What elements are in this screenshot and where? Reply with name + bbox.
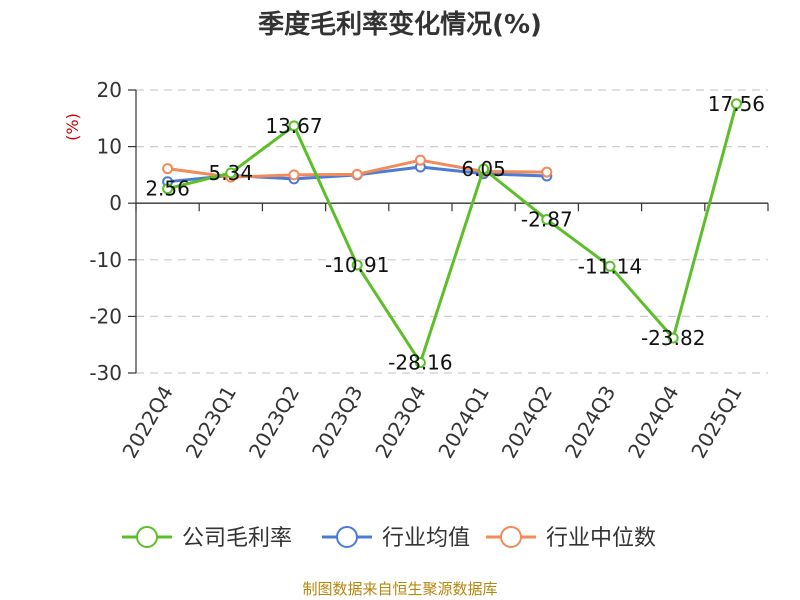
legend-marker (336, 526, 358, 548)
data-point (162, 183, 174, 195)
data-label: -11.14 (578, 254, 642, 278)
series-lines (162, 98, 742, 369)
data-point (667, 332, 679, 344)
data-point (541, 213, 553, 225)
y-tick-label: 20 (97, 78, 122, 102)
data-point (288, 169, 300, 181)
data-point (351, 259, 363, 271)
data-point (288, 120, 300, 132)
x-tick-label: 2023Q4 (370, 382, 430, 463)
x-tick-label: 2024Q3 (560, 382, 620, 463)
x-tick-label: 2023Q2 (244, 382, 304, 463)
data-label: 6.05 (461, 157, 506, 181)
data-label: 5.34 (209, 161, 254, 185)
legend-label: 行业均值 (382, 526, 470, 551)
data-label: -28.16 (388, 351, 452, 375)
legend-marker (136, 526, 158, 548)
data-point (414, 357, 426, 369)
data-point (225, 167, 237, 179)
source-note: 制图数据来自恒生聚源数据库 (302, 580, 498, 598)
data-label: 17.56 (708, 92, 765, 116)
y-tick-label: 10 (97, 135, 122, 159)
x-tick-label: 2024Q2 (497, 382, 557, 463)
y-tick-label: 0 (109, 191, 122, 215)
data-point (414, 154, 426, 166)
data-label: -23.82 (641, 326, 705, 350)
data-point (478, 163, 490, 175)
legend-label: 行业中位数 (546, 526, 656, 551)
chart-title: 季度毛利率变化情况(%) (258, 10, 542, 40)
x-tick-label: 2024Q4 (623, 382, 683, 463)
series-line-0 (167, 103, 738, 365)
data-label: 2.56 (145, 177, 190, 201)
grid-lines (136, 89, 768, 374)
legend-label: 公司毛利率 (182, 526, 292, 551)
data-point (351, 168, 363, 180)
legend-marker (500, 526, 522, 548)
data-label: -10.91 (325, 253, 389, 277)
y-tick-label: -10 (89, 248, 122, 272)
x-tick-label: 2023Q3 (307, 382, 367, 463)
data-point (162, 163, 174, 175)
legend: 公司毛利率 行业均值 行业中位数 (122, 526, 656, 551)
data-point (541, 166, 553, 178)
x-tick-label: 2025Q1 (686, 382, 746, 463)
data-labels: 2.56 5.34 13.67 -10.91 -28.16 6.05 -2.87-11.14… (145, 92, 765, 375)
y-axis-label: (%) (63, 113, 82, 141)
y-tick-label: -30 (89, 361, 122, 385)
y-tick-label: -20 (89, 304, 122, 328)
x-tick-label: 2024Q1 (433, 381, 493, 462)
data-point (730, 98, 742, 110)
data-label: 13.67 (265, 114, 322, 138)
data-label: -2.87 (521, 207, 573, 231)
data-point (604, 260, 616, 272)
x-tick-label: 2023Q1 (181, 382, 241, 463)
x-tick-label: 2022Q4 (117, 382, 177, 463)
